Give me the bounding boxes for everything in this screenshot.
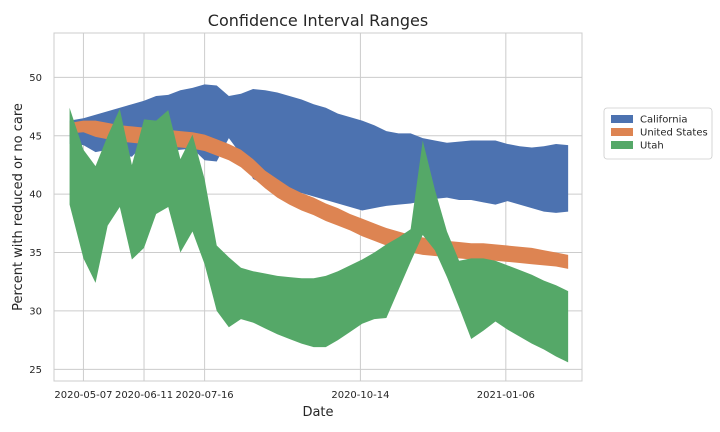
legend-swatch (611, 128, 633, 136)
legend-label: Utah (640, 141, 664, 152)
plot-frame (53, 32, 583, 382)
legend-swatch (611, 115, 633, 123)
y-tick-label: 40 (29, 190, 42, 201)
x-tick-label: 2020-06-11 (115, 390, 173, 401)
y-axis-title: Percent with reduced or no care (11, 103, 26, 311)
legend-label: California (640, 115, 688, 126)
x-axis-title: Date (302, 405, 333, 420)
legend-items: California United States Utah (611, 115, 708, 152)
y-tick-label: 25 (29, 365, 42, 376)
chart-title: Confidence Interval Ranges (208, 11, 428, 30)
y-tick-label: 45 (29, 131, 42, 142)
x-tick-label: 2020-10-14 (331, 390, 389, 401)
y-tick-label: 35 (29, 248, 42, 259)
area-california (69, 84, 569, 213)
area-utah (69, 107, 569, 363)
x-tick-label: 2021-01-06 (477, 390, 535, 401)
legend-label: United States (640, 128, 708, 139)
axis-ticks: 25 30 35 40 45 50 2020-05-07 2020-06-11 2020-07-… (29, 73, 535, 401)
legend-swatch (611, 141, 633, 149)
legend: California United States Utah (603, 107, 713, 160)
y-tick-label: 30 (29, 306, 42, 317)
y-tick-label: 50 (29, 73, 42, 84)
x-tick-label: 2020-05-07 (54, 390, 112, 401)
x-tick-label: 2020-07-16 (176, 390, 234, 401)
area-series (69, 84, 569, 363)
